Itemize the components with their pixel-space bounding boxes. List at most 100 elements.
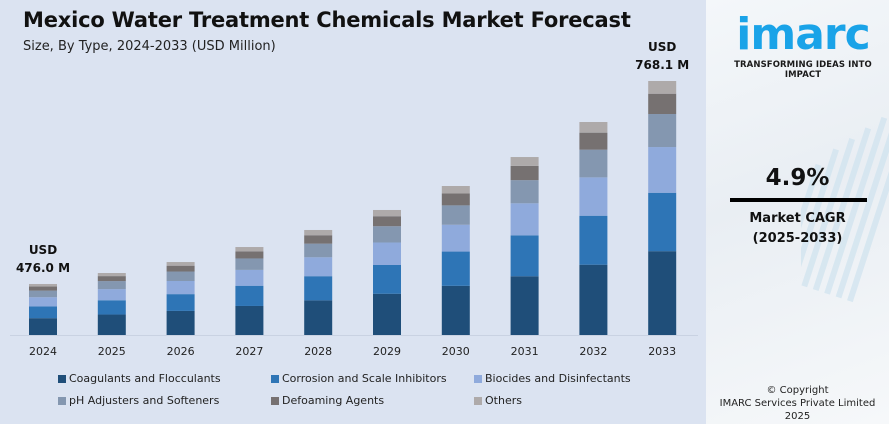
x-tick-label: 2026 bbox=[167, 345, 195, 358]
bar-segment-biocides-and-disinfectants-2026 bbox=[166, 281, 195, 295]
bar-segment-others-2025 bbox=[97, 273, 126, 277]
bar-segment-defoaming-agents-2024 bbox=[29, 286, 57, 291]
bar-total-annotation: USD bbox=[29, 243, 57, 257]
bar-segment-others-2031 bbox=[510, 157, 539, 166]
bar-segment-coagulants-and-flocculants-2031 bbox=[510, 276, 539, 335]
bar-segment-corrosion-and-scale-inhibitors-2027 bbox=[235, 285, 264, 306]
x-tick-label: 2031 bbox=[511, 345, 539, 358]
bar-segment-coagulants-and-flocculants-2032 bbox=[579, 264, 608, 335]
legend-label: Biocides and Disinfectants bbox=[485, 372, 631, 385]
bar-segment-defoaming-agents-2028 bbox=[304, 235, 333, 244]
legend-item: Biocides and Disinfectants bbox=[474, 372, 674, 385]
cagr-label-line1: Market CAGR bbox=[749, 211, 846, 226]
bar-segment-coagulants-and-flocculants-2025 bbox=[97, 314, 126, 335]
bar-segment-others-2026 bbox=[166, 262, 195, 266]
bar-segment-coagulants-and-flocculants-2029 bbox=[373, 293, 401, 335]
bar-segment-defoaming-agents-2033 bbox=[648, 93, 677, 115]
bar-segment-corrosion-and-scale-inhibitors-2026 bbox=[166, 294, 195, 311]
copyright: © Copyright IMARC Services Private Limit… bbox=[706, 384, 889, 423]
legend-item: Others bbox=[474, 394, 674, 407]
bar-segment-corrosion-and-scale-inhibitors-2029 bbox=[373, 264, 401, 294]
chart-subtitle: Size, By Type, 2024-2033 (USD Million) bbox=[23, 39, 276, 54]
cagr-label: Market CAGR (2025-2033) bbox=[706, 209, 889, 249]
bar-total-annotation: 768.1 M bbox=[635, 58, 689, 72]
bar-segment-coagulants-and-flocculants-2026 bbox=[166, 310, 195, 335]
bar-segment-defoaming-agents-2031 bbox=[510, 165, 539, 181]
bar-segment-ph-adjusters-and-softeners-2033 bbox=[648, 114, 677, 148]
bar-segment-ph-adjusters-and-softeners-2024 bbox=[29, 290, 57, 298]
bar-segment-defoaming-agents-2029 bbox=[373, 216, 401, 227]
bar-segment-ph-adjusters-and-softeners-2025 bbox=[97, 281, 126, 290]
legend-label: pH Adjusters and Softeners bbox=[69, 394, 220, 407]
legend-swatch bbox=[58, 396, 66, 405]
bar-segment-others-2024 bbox=[29, 283, 57, 287]
bar-segment-others-2029 bbox=[373, 209, 401, 217]
bar-segment-biocides-and-disinfectants-2032 bbox=[579, 177, 608, 216]
legend-item: pH Adjusters and Softeners bbox=[58, 394, 271, 407]
bar-segment-coagulants-and-flocculants-2033 bbox=[648, 251, 677, 335]
x-tick-label: 2029 bbox=[373, 345, 401, 358]
bar-segment-biocides-and-disinfectants-2029 bbox=[373, 242, 401, 265]
bar-segment-defoaming-agents-2027 bbox=[235, 251, 264, 259]
copyright-line2: IMARC Services Private Limited 2025 bbox=[719, 398, 876, 422]
logo-tagline: TRANSFORMING IDEAS INTO IMPACT bbox=[734, 60, 872, 80]
bar-segment-biocides-and-disinfectants-2030 bbox=[441, 224, 470, 252]
legend-label: Coagulants and Flocculants bbox=[69, 372, 221, 385]
bar-segment-corrosion-and-scale-inhibitors-2028 bbox=[304, 276, 333, 301]
bar-segment-coagulants-and-flocculants-2028 bbox=[304, 300, 333, 335]
info-panel: imarc TRANSFORMING IDEAS INTO IMPACT 4.9… bbox=[706, 0, 889, 424]
legend-swatch bbox=[271, 396, 279, 405]
bar-segment-corrosion-and-scale-inhibitors-2024 bbox=[29, 306, 57, 319]
bar-segment-defoaming-agents-2025 bbox=[97, 276, 126, 282]
logo-wordmark: imarc bbox=[736, 9, 870, 60]
x-tick-label: 2025 bbox=[98, 345, 126, 358]
bar-segment-others-2028 bbox=[304, 229, 333, 236]
x-tick-label: 2027 bbox=[235, 345, 263, 358]
bar-segment-ph-adjusters-and-softeners-2027 bbox=[235, 258, 264, 270]
copyright-line1: © Copyright bbox=[766, 385, 829, 396]
x-tick-label: 2024 bbox=[29, 345, 57, 358]
bar-segment-corrosion-and-scale-inhibitors-2030 bbox=[441, 251, 470, 286]
bar-segment-others-2027 bbox=[235, 247, 264, 252]
legend-item: Coagulants and Flocculants bbox=[58, 372, 271, 385]
bar-total-annotation: USD bbox=[648, 40, 676, 54]
bar-segment-others-2032 bbox=[579, 122, 608, 133]
cagr-divider bbox=[730, 198, 867, 202]
bar-segment-defoaming-agents-2026 bbox=[166, 265, 195, 272]
bar-segment-coagulants-and-flocculants-2027 bbox=[235, 305, 264, 335]
x-tick-label: 2030 bbox=[442, 345, 470, 358]
legend-item: Corrosion and Scale Inhibitors bbox=[271, 372, 474, 385]
bar-segment-ph-adjusters-and-softeners-2028 bbox=[304, 243, 333, 258]
bar-segment-others-2033 bbox=[648, 81, 677, 94]
legend-item: Defoaming Agents bbox=[271, 394, 474, 407]
legend-swatch bbox=[58, 374, 66, 383]
bar-segment-coagulants-and-flocculants-2030 bbox=[441, 285, 470, 335]
bar-segment-ph-adjusters-and-softeners-2031 bbox=[510, 180, 539, 204]
legend-label: Defoaming Agents bbox=[282, 394, 385, 407]
bar-segment-corrosion-and-scale-inhibitors-2033 bbox=[648, 192, 677, 252]
bar-segment-defoaming-agents-2032 bbox=[579, 132, 608, 150]
bar-segment-ph-adjusters-and-softeners-2029 bbox=[373, 226, 401, 243]
bar-segment-biocides-and-disinfectants-2025 bbox=[97, 289, 126, 301]
bar-segment-corrosion-and-scale-inhibitors-2025 bbox=[97, 300, 126, 315]
legend-label: Corrosion and Scale Inhibitors bbox=[282, 372, 447, 385]
x-tick-label: 2033 bbox=[648, 345, 676, 358]
bar-segment-biocides-and-disinfectants-2028 bbox=[304, 257, 333, 277]
bar-total-annotation: 476.0 M bbox=[16, 261, 70, 275]
legend-swatch bbox=[474, 396, 482, 405]
bar-segment-biocides-and-disinfectants-2027 bbox=[235, 269, 264, 286]
bar-segment-biocides-and-disinfectants-2031 bbox=[510, 203, 539, 236]
bar-segment-corrosion-and-scale-inhibitors-2032 bbox=[579, 215, 608, 265]
x-tick-label: 2032 bbox=[579, 345, 607, 358]
legend-swatch bbox=[271, 374, 279, 383]
bar-segment-defoaming-agents-2030 bbox=[441, 193, 470, 206]
decorative-background-chart bbox=[801, 100, 889, 303]
bar-segment-ph-adjusters-and-softeners-2026 bbox=[166, 271, 195, 282]
legend-label: Others bbox=[485, 394, 522, 407]
cagr-label-line2: (2025-2033) bbox=[752, 231, 843, 246]
x-tick-label: 2028 bbox=[304, 345, 332, 358]
imarc-logo: imarc TRANSFORMING IDEAS INTO IMPACT bbox=[718, 6, 888, 80]
chart-title: Mexico Water Treatment Chemicals Market … bbox=[23, 8, 631, 32]
bar-segment-ph-adjusters-and-softeners-2030 bbox=[441, 205, 470, 225]
cagr-value: 4.9% bbox=[765, 165, 830, 191]
